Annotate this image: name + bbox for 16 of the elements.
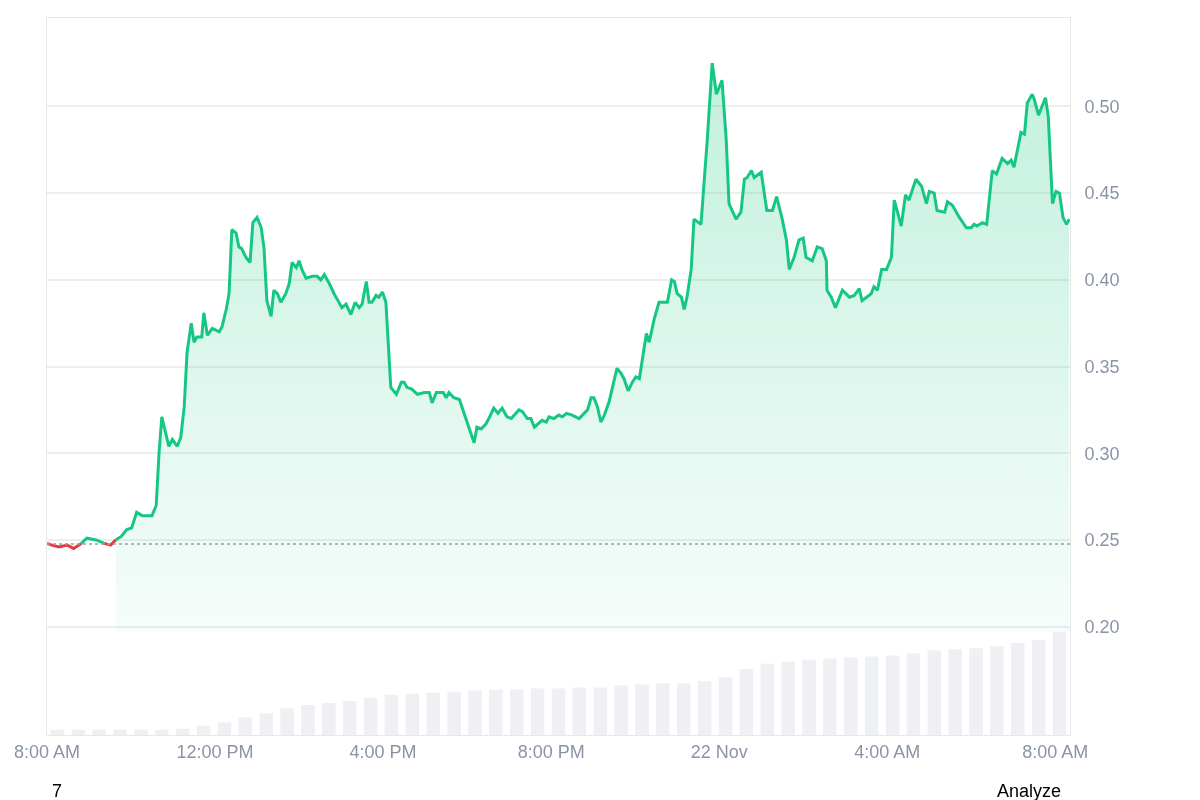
- y-tick-label: 0.25: [1084, 530, 1120, 551]
- x-tick-label: 12:00 PM: [176, 741, 254, 762]
- y-tick-label: 0.40: [1084, 270, 1120, 291]
- x-tick-label: 8:00 AM: [13, 741, 81, 762]
- text: Analyze: [997, 781, 1062, 800]
- x-tick-label: 8:00 AM: [1022, 741, 1089, 762]
- x-tick-label: 22 Nov: [690, 741, 748, 762]
- x-tick-label: 4:00 AM: [854, 741, 921, 762]
- y-tick-label: 0.50: [1084, 96, 1120, 117]
- y-tick-label: 0.35: [1084, 356, 1120, 377]
- x-tick-label: 4:00 PM: [349, 741, 417, 762]
- y-tick-label: 0.20: [1084, 616, 1120, 637]
- y-tick-label: 0.45: [1084, 183, 1120, 204]
- y-tick-label: 0.30: [1084, 443, 1120, 464]
- x-tick-label: 8:00 PM: [517, 741, 585, 762]
- text: 7: [52, 781, 63, 800]
